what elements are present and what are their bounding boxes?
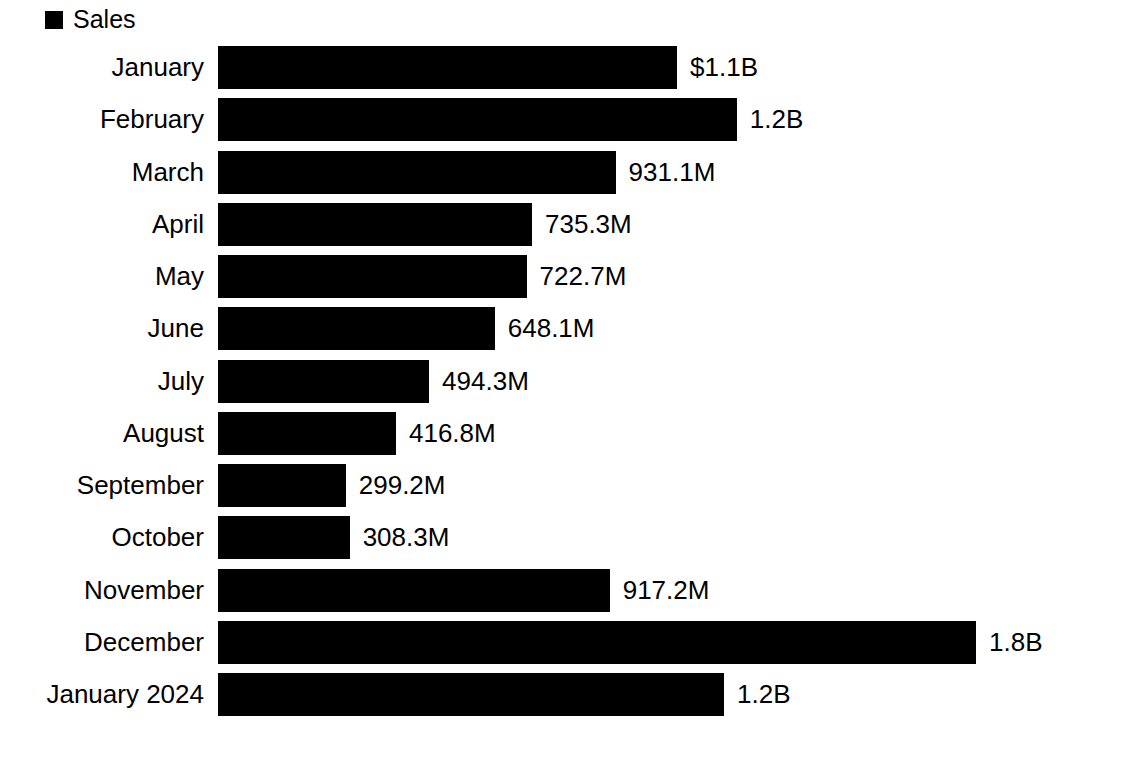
- bar: [218, 464, 346, 507]
- category-label: April: [0, 209, 204, 240]
- value-label: 1.2B: [750, 104, 804, 135]
- value-label: 308.3M: [363, 522, 450, 553]
- chart-row: January $1.1B: [0, 46, 1130, 89]
- value-label: 1.8B: [989, 627, 1043, 658]
- bar: [218, 151, 616, 194]
- category-label: August: [0, 418, 204, 449]
- category-label: March: [0, 157, 204, 188]
- category-label: September: [0, 470, 204, 501]
- bar: [218, 673, 724, 716]
- bar: [218, 203, 532, 246]
- category-label: December: [0, 627, 204, 658]
- legend-label: Sales: [73, 10, 136, 29]
- bar: [218, 569, 610, 612]
- value-label: 1.2B: [737, 679, 791, 710]
- chart-row: January 2024 1.2B: [0, 673, 1130, 716]
- category-label: January: [0, 52, 204, 83]
- chart-row: October 308.3M: [0, 516, 1130, 559]
- sales-bar-chart: Sales January $1.1B February 1.2B March 931.1…: [0, 0, 1130, 761]
- bar: [218, 621, 976, 664]
- chart-row: March 931.1M: [0, 151, 1130, 194]
- chart-row: September 299.2M: [0, 464, 1130, 507]
- chart-row: February 1.2B: [0, 98, 1130, 141]
- chart-rows: January $1.1B February 1.2B March 931.1M April…: [0, 46, 1130, 725]
- legend: Sales: [45, 10, 136, 29]
- value-label: $1.1B: [690, 52, 758, 83]
- bar: [218, 307, 495, 350]
- chart-row: June 648.1M: [0, 307, 1130, 350]
- value-label: 722.7M: [540, 261, 627, 292]
- bar: [218, 516, 350, 559]
- chart-row: May 722.7M: [0, 255, 1130, 298]
- category-label: May: [0, 261, 204, 292]
- value-label: 648.1M: [508, 313, 595, 344]
- bar: [218, 360, 429, 403]
- chart-row: April 735.3M: [0, 203, 1130, 246]
- value-label: 735.3M: [545, 209, 632, 240]
- bar: [218, 412, 396, 455]
- category-label: January 2024: [0, 679, 204, 710]
- category-label: July: [0, 366, 204, 397]
- bar: [218, 255, 527, 298]
- chart-row: August 416.8M: [0, 412, 1130, 455]
- chart-row: November 917.2M: [0, 569, 1130, 612]
- category-label: February: [0, 104, 204, 135]
- bar: [218, 46, 677, 89]
- value-label: 494.3M: [442, 366, 529, 397]
- category-label: October: [0, 522, 204, 553]
- category-label: November: [0, 575, 204, 606]
- chart-row: July 494.3M: [0, 360, 1130, 403]
- value-label: 931.1M: [629, 157, 716, 188]
- value-label: 917.2M: [623, 575, 710, 606]
- chart-row: December 1.8B: [0, 621, 1130, 664]
- legend-swatch-icon: [45, 11, 63, 29]
- bar: [218, 98, 737, 141]
- value-label: 416.8M: [409, 418, 496, 449]
- value-label: 299.2M: [359, 470, 446, 501]
- category-label: June: [0, 313, 204, 344]
